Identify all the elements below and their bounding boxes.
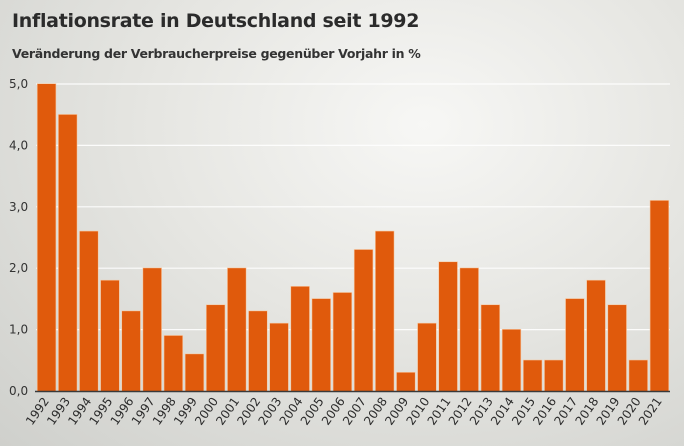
- bar-2009: [396, 372, 415, 391]
- bar-1998: [164, 335, 183, 391]
- x-tick-label: 2021: [636, 395, 665, 428]
- bar-2013: [481, 305, 500, 391]
- bar-2019: [608, 305, 627, 391]
- bar-1992: [37, 84, 56, 391]
- bar-2008: [375, 231, 394, 391]
- bar-2011: [439, 262, 458, 391]
- bar-2014: [502, 329, 521, 391]
- y-tick-label: 5,0: [9, 77, 28, 91]
- bar-2007: [354, 249, 373, 391]
- bar-2017: [565, 298, 584, 391]
- bar-1999: [185, 354, 204, 391]
- bar-2015: [523, 360, 542, 391]
- bar-2012: [460, 268, 479, 391]
- x-axis: 1992199319941995199619971998199920002001…: [23, 390, 670, 428]
- bar-1993: [58, 114, 77, 391]
- bar-2001: [227, 268, 246, 391]
- y-tick-label: 4,0: [9, 138, 28, 152]
- gridlines: [36, 83, 670, 331]
- bar-2016: [544, 360, 563, 391]
- bars: [36, 83, 670, 392]
- y-tick-label: 2,0: [9, 261, 28, 275]
- chart-subtitle: Veränderung der Verbraucherpreise gegenü…: [12, 46, 421, 61]
- bar-2005: [312, 298, 331, 391]
- y-tick-label: 3,0: [9, 200, 28, 214]
- bar-1996: [122, 311, 141, 391]
- bar-2021: [650, 200, 669, 391]
- bar-2018: [586, 280, 606, 391]
- bar-1997: [143, 268, 162, 391]
- bar-2003: [269, 323, 289, 391]
- y-axis: 0,0 1,0 2,0 3,0 4,0 5,0: [9, 77, 28, 398]
- y-tick-label: 1,0: [9, 323, 28, 337]
- bar-1994: [79, 231, 98, 391]
- bar-2004: [291, 286, 310, 391]
- bar-2002: [248, 311, 267, 391]
- bar-2000: [206, 305, 225, 391]
- chart-title: Inflationsrate in Deutschland seit 1992: [12, 10, 420, 32]
- bar-2006: [333, 292, 352, 391]
- y-tick-label: 0,0: [9, 384, 28, 398]
- bar-1995: [100, 280, 120, 391]
- bar-2020: [629, 360, 648, 391]
- bar-2010: [417, 323, 437, 391]
